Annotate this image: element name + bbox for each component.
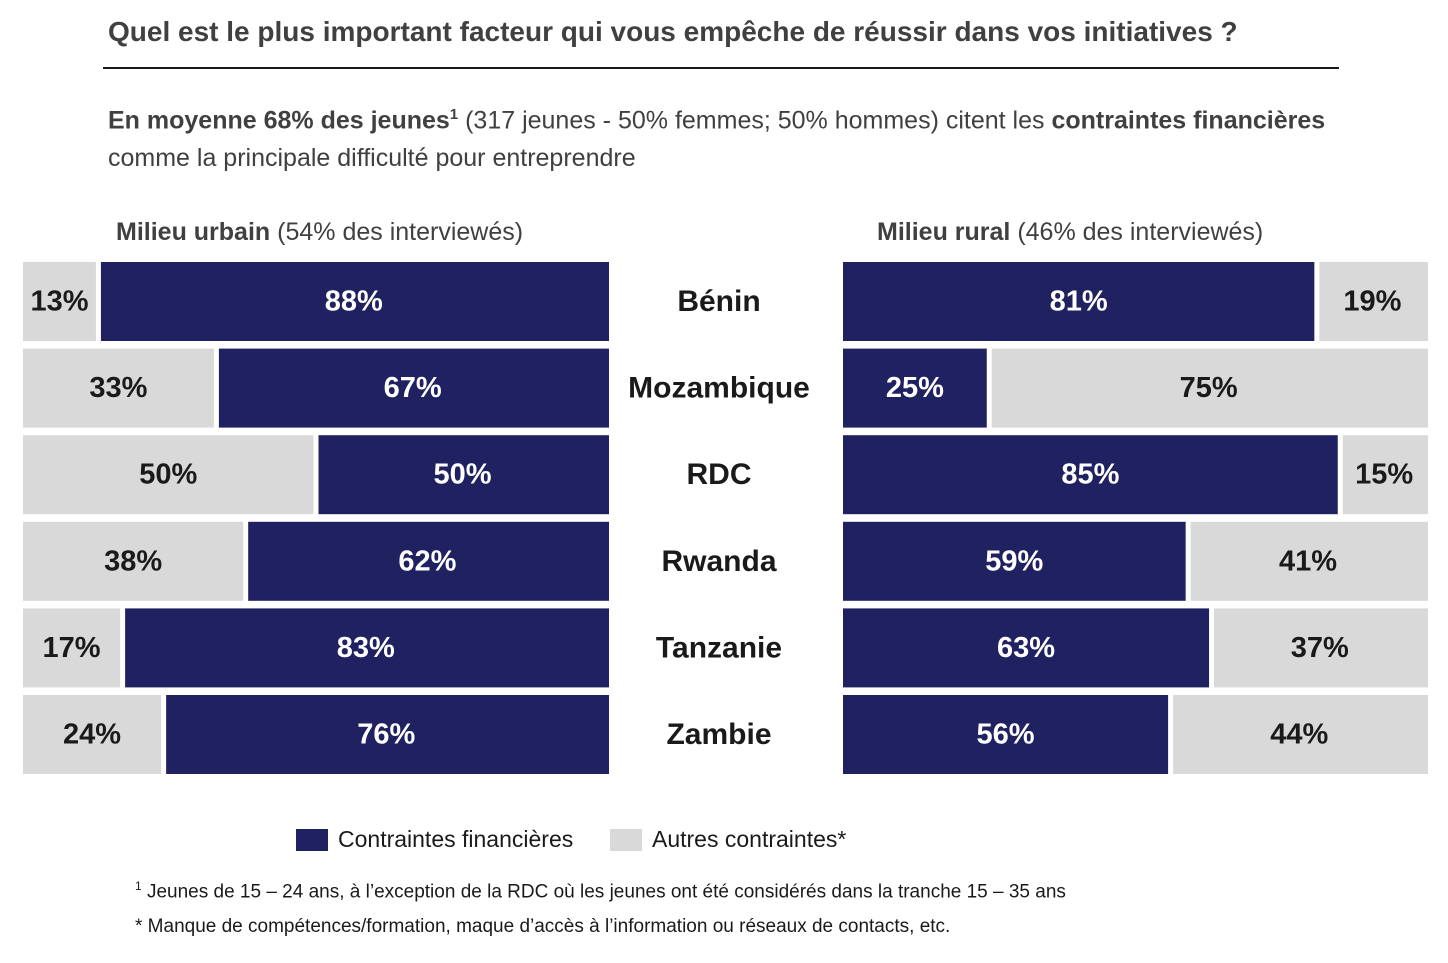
urban-other-bar-benin [23, 262, 96, 341]
rural-panel-title-note: (46% des interviewés) [1010, 218, 1264, 246]
footnote-1-marker: 1 [135, 879, 142, 893]
urban-panel-title-note: (54% des interviewés) [270, 218, 524, 246]
legend-other-label: Autres contraintes* [652, 826, 847, 852]
urban-financial-bar-benin [100, 262, 609, 341]
subtitle-footnote-ref: 1 [449, 106, 459, 123]
rural-other-label-rdc: 15% [1355, 459, 1413, 491]
urban-other-label-zambie: 24% [63, 719, 121, 751]
footnote-1-text: Jeunes de 15 – 24 ans, à l’exception de … [141, 881, 1066, 903]
urban-financial-bar-rwanda [248, 521, 609, 601]
urban-other-label-mozambique: 33% [89, 372, 147, 404]
rural-other-label-zambie: 44% [1270, 719, 1328, 751]
rural-financial-bar-zambie [843, 695, 1169, 774]
footnote-2: * Manque de compétences/formation, maque… [135, 916, 951, 937]
rural-other-bar-benin [1319, 262, 1428, 341]
rural-financial-label-mozambique: 25% [886, 372, 944, 404]
rural-financial-label-tanzanie: 63% [997, 632, 1055, 664]
urban-panel-title-bold: Milieu urbain [116, 218, 271, 246]
rural-financial-bar-rwanda [843, 521, 1186, 601]
category-label-benin: Bénin [677, 285, 760, 318]
rural-other-label-tanzanie: 37% [1291, 632, 1349, 664]
subtitle-bold-2: contraintes financières [1051, 106, 1326, 135]
rural-other-bar-rdc [1342, 435, 1428, 515]
rural-financial-label-rdc: 85% [1061, 459, 1119, 491]
urban-other-bar-tanzanie [23, 608, 121, 688]
rural-panel-title: Milieu rural (46% des interviewés) [877, 218, 1263, 247]
urban-financial-label-rdc: 50% [433, 459, 491, 491]
category-label-rwanda: Rwanda [661, 545, 776, 578]
legend-financial: Contraintes financières [296, 826, 573, 853]
rural-other-label-rwanda: 41% [1279, 545, 1337, 577]
legend-other: Autres contraintes* [610, 826, 846, 853]
urban-other-bar-rwanda [23, 521, 244, 601]
urban-financial-label-rwanda: 62% [398, 545, 456, 577]
category-label-rdc: RDC [687, 458, 752, 491]
urban-other-bar-mozambique [23, 348, 214, 428]
rural-other-label-mozambique: 75% [1180, 372, 1238, 404]
urban-financial-label-mozambique: 67% [384, 372, 442, 404]
category-label-zambie: Zambie [666, 718, 771, 751]
rural-financial-label-benin: 81% [1050, 286, 1108, 318]
rural-financial-bar-rdc [843, 435, 1338, 515]
rural-other-bar-zambie [1173, 695, 1428, 774]
urban-other-bar-rdc [23, 435, 314, 515]
chart-title: Quel est le plus important facteur qui v… [108, 16, 1238, 47]
rural-other-bar-mozambique [991, 348, 1428, 428]
urban-other-label-tanzanie: 17% [43, 632, 101, 664]
urban-other-label-benin: 13% [30, 286, 88, 318]
rural-other-bar-rwanda [1190, 521, 1428, 601]
rural-other-label-benin: 19% [1343, 286, 1401, 318]
urban-other-label-rdc: 50% [139, 459, 197, 491]
urban-financial-bar-mozambique [218, 348, 609, 428]
subtitle-text-1: (317 jeunes - 50% femmes; 50% hommes) ci… [458, 106, 1052, 135]
rural-financial-bar-benin [843, 262, 1315, 341]
urban-financial-label-tanzanie: 83% [337, 632, 395, 664]
urban-financial-bar-rdc [318, 435, 609, 515]
title-divider [103, 67, 1339, 69]
footnote-1: 1 Jeunes de 15 – 24 ans, à l’exception d… [135, 879, 1066, 903]
category-label-mozambique: Mozambique [628, 372, 810, 405]
urban-financial-bar-zambie [166, 695, 609, 774]
urban-financial-label-zambie: 76% [357, 719, 415, 751]
legend-financial-label: Contraintes financières [338, 826, 574, 852]
rural-financial-label-rwanda: 59% [985, 545, 1043, 577]
subtitle-bold-1: En moyenne 68% des jeunes [108, 106, 450, 135]
legend-other-swatch [610, 828, 642, 851]
subtitle: En moyenne 68% des jeunes1 (317 jeunes -… [108, 96, 1328, 177]
urban-financial-bar-tanzanie [125, 608, 610, 688]
rural-panel-title-bold: Milieu rural [877, 218, 1011, 246]
category-label-tanzanie: Tanzanie [656, 631, 782, 664]
urban-financial-label-benin: 88% [325, 286, 383, 318]
rural-other-bar-tanzanie [1214, 608, 1428, 688]
urban-panel-title: Milieu urbain (54% des interviewés) [116, 218, 523, 247]
subtitle-text-2: comme la principale difficulté pour entr… [108, 144, 636, 173]
legend-financial-swatch [296, 828, 328, 851]
urban-other-bar-zambie [23, 695, 162, 774]
rural-financial-bar-mozambique [843, 348, 987, 428]
rural-financial-label-zambie: 56% [977, 719, 1035, 751]
rural-financial-bar-tanzanie [843, 608, 1210, 688]
urban-other-label-rwanda: 38% [104, 545, 162, 577]
